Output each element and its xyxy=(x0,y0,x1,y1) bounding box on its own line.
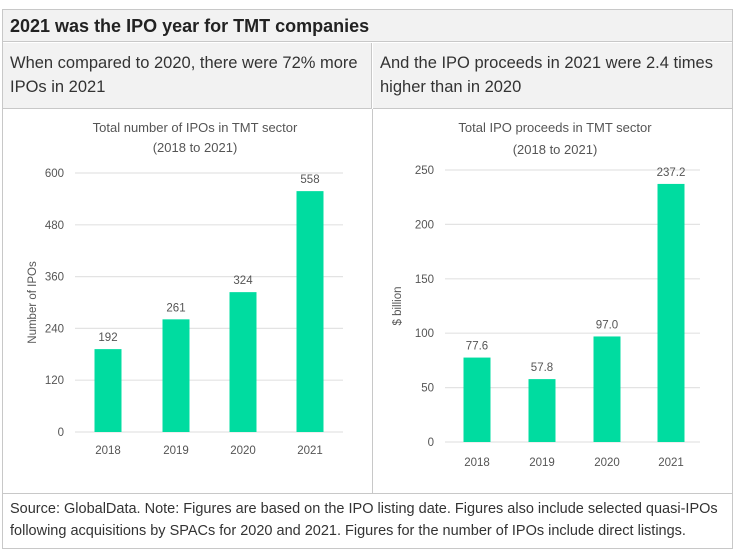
chart2-y-tick-label: 0 xyxy=(428,437,434,449)
chart1-y-tick-label: 360 xyxy=(45,272,64,284)
chart1-data-label: 558 xyxy=(300,174,319,186)
source-note: Source: GlobalData. Note: Figures are ba… xyxy=(3,493,732,548)
chart1-x-tick-label: 2020 xyxy=(230,445,256,457)
chart1-bar-2021 xyxy=(296,191,324,432)
chart2-y-tick-label: 100 xyxy=(415,328,434,340)
chart2-x-tick-label: 2021 xyxy=(658,457,684,469)
chart1-x-tick-label: 2019 xyxy=(163,445,189,457)
chart1-data-label: 261 xyxy=(166,302,185,314)
chart2-y-tick-label: 50 xyxy=(421,383,434,395)
chart2-x-tick-label: 2019 xyxy=(529,457,555,469)
chart2-x-tick-label: 2020 xyxy=(594,457,620,469)
chart2-x-tick-label: 2018 xyxy=(464,457,490,469)
chart1-y-axis-label: Number of IPOs xyxy=(27,261,39,344)
chart1-y-tick-label: 0 xyxy=(58,427,64,439)
chart2-y-tick-label: 200 xyxy=(415,219,434,231)
chart1-data-label: 192 xyxy=(98,332,117,344)
chart2-bar-2020 xyxy=(593,336,621,442)
chart1-y-tick-label: 600 xyxy=(45,168,64,180)
page-title: 2021 was the IPO year for TMT companies xyxy=(3,10,732,42)
left-subtitle: When compared to 2020, there were 72% mo… xyxy=(3,43,372,109)
chart1-y-tick-label: 240 xyxy=(45,323,64,335)
right-subtitle: And the IPO proceeds in 2021 were 2.4 ti… xyxy=(373,43,732,109)
chart1-y-tick-label: 120 xyxy=(45,375,64,387)
chart2-data-label: 57.8 xyxy=(531,362,553,374)
chart1-title-line: (2018 to 2021) xyxy=(153,140,238,155)
chart1-title-line: Total number of IPOs in TMT sector xyxy=(93,120,298,135)
chart2-y-tick-label: 150 xyxy=(415,274,434,286)
infographic-frame: 2021 was the IPO year for TMT companies … xyxy=(2,9,733,549)
chart2-y-axis-label: $ billion xyxy=(392,287,404,326)
chart1-x-tick-label: 2018 xyxy=(95,445,121,457)
chart1-y-tick-label: 480 xyxy=(45,220,64,232)
chart2-bar-2021 xyxy=(657,183,685,443)
chart2-data-label: 77.6 xyxy=(466,341,488,353)
chart1-bar-2020 xyxy=(229,292,257,432)
chart2-data-label: 237.2 xyxy=(657,167,686,179)
chart2-title-line: Total IPO proceeds in TMT sector xyxy=(458,120,652,135)
chart2-bar-2018 xyxy=(463,357,491,442)
chart2-title-line: (2018 to 2021) xyxy=(513,142,598,157)
chart2-bar-2019 xyxy=(528,379,556,442)
chart1-data-label: 324 xyxy=(233,275,253,287)
chart2-y-tick-label: 250 xyxy=(415,165,434,177)
chart1-x-tick-label: 2021 xyxy=(297,445,323,457)
chart1-bar-2019 xyxy=(162,319,190,432)
column-divider xyxy=(372,109,373,493)
chart2-data-label: 97.0 xyxy=(596,319,618,331)
chart1-bar-2018 xyxy=(94,349,122,432)
